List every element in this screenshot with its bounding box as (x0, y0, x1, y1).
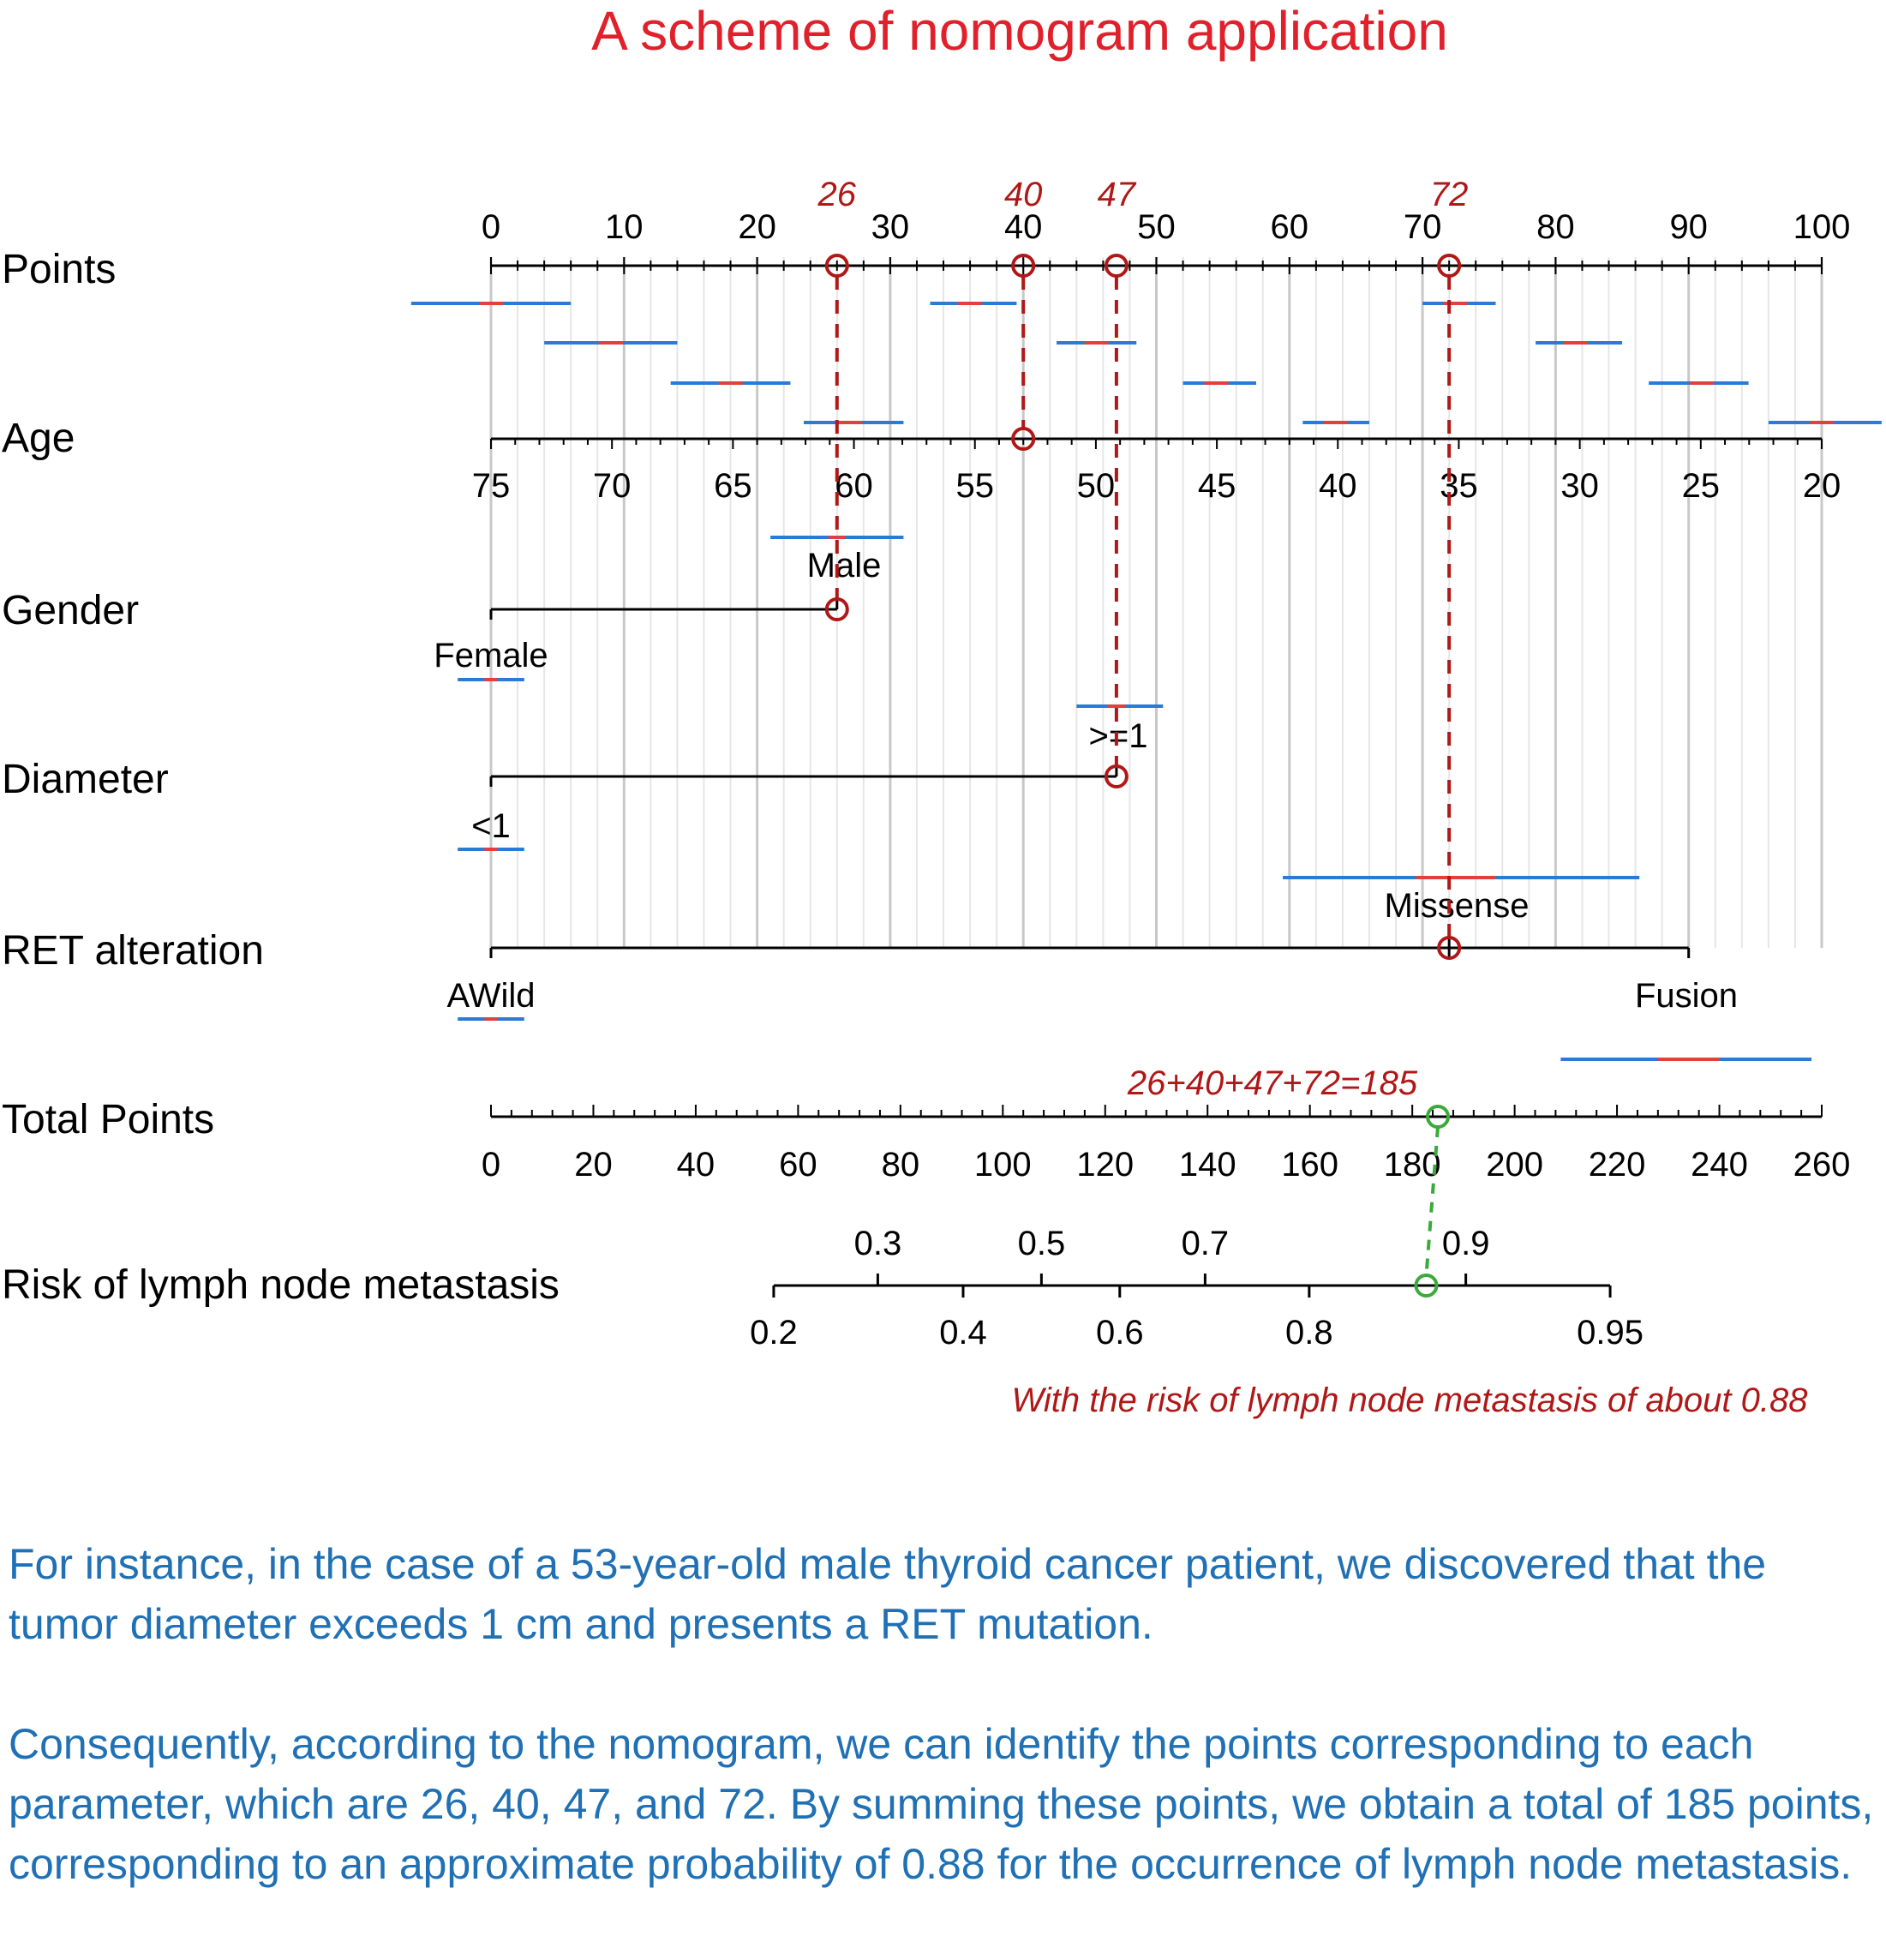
variable-value-marker (1104, 764, 1129, 788)
points-axis-tick-label: 40 (1004, 208, 1043, 246)
age-axis-tick-label: 30 (1560, 467, 1599, 505)
points-axis-tick-label: 50 (1137, 208, 1176, 246)
level-label-fusion: Fusion (1635, 977, 1738, 1015)
total-axis-tick-label: 240 (1691, 1146, 1748, 1184)
level-label-male: Male (807, 547, 882, 584)
age-axis-tick-label: 50 (1077, 467, 1116, 505)
selected-point-label: 26 (817, 176, 857, 213)
total-axis-tick-label: 200 (1486, 1146, 1543, 1184)
points-axis-tick-label: 80 (1536, 208, 1575, 246)
points-axis-tick-label: 60 (1271, 208, 1309, 246)
row-label-gender: Gender (2, 588, 139, 633)
description-paragraph-2: Consequently, according to the nomogram,… (9, 1720, 1874, 1888)
total-axis-tick-label: 40 (677, 1146, 715, 1184)
row-label-ret-alteration: RET alteration (2, 928, 264, 974)
level-label-missense: Missense (1385, 887, 1530, 925)
chart-title: A scheme of nomogram application (591, 0, 1448, 62)
total-axis-tick-label: 60 (779, 1146, 817, 1184)
risk-axis-tick-label: 0.6 (1096, 1314, 1144, 1352)
total-to-risk-connector (1424, 1126, 1440, 1276)
age-axis-tick-label: 20 (1803, 467, 1841, 505)
gridline-group (489, 257, 1823, 948)
variable-value-marker (1011, 427, 1036, 451)
age-axis-tick-label: 55 (955, 467, 994, 505)
nomogram-chart: A scheme of nomogram application Points … (2, 0, 1882, 1419)
points-axis-tick-label: 10 (605, 208, 644, 246)
row-label-points: Points (2, 247, 116, 292)
total-axis-tick-label: 180 (1384, 1146, 1441, 1184)
points-axis-tick-label: 100 (1793, 208, 1851, 246)
total-axis-tick-label: 80 (882, 1146, 920, 1184)
row-label-diameter: Diameter (2, 757, 169, 802)
age-axis-tick-label: 65 (714, 467, 752, 505)
total-axis-tick-label: 140 (1179, 1146, 1236, 1184)
row-label-age: Age (2, 416, 75, 461)
risk-axis-tick-label: 0.2 (750, 1314, 798, 1352)
total-axis-tick-label: 100 (974, 1146, 1032, 1184)
selected-point-label: 47 (1098, 176, 1137, 213)
total-axis-tick-label: 0 (482, 1146, 500, 1184)
risk-marker (1414, 1274, 1439, 1298)
total-axis-tick-label: 220 (1589, 1146, 1646, 1184)
level-label-female: Female (434, 637, 548, 674)
risk-axis-tick-label: 0.7 (1182, 1225, 1230, 1262)
level-label-diameter-lt1: <1 (471, 807, 511, 845)
variable-value-marker (824, 597, 849, 621)
age-axis-tick-label: 60 (835, 467, 873, 505)
sum-annotation: 26+40+47+72=185 (1127, 1064, 1418, 1102)
points-axis-tick-label: 0 (482, 208, 500, 246)
level-label-diameter-ge1: >=1 (1089, 717, 1148, 755)
age-axis-tick-label: 70 (593, 467, 632, 505)
age-axis-tick-label: 40 (1319, 467, 1357, 505)
description-paragraph-1: For instance, in the case of a 53-year-o… (9, 1540, 1767, 1648)
age-axis-tick-label: 35 (1440, 467, 1478, 505)
total-axis-tick-label: 160 (1281, 1146, 1338, 1184)
risk-axis-tick-label: 0.4 (939, 1314, 987, 1352)
risk-axis-tick-label: 0.3 (854, 1225, 902, 1262)
risk-axis-tick-label: 0.5 (1018, 1225, 1066, 1262)
total-axis-tick-label: 260 (1793, 1146, 1851, 1184)
age-axis-tick-label: 45 (1198, 467, 1236, 505)
row-label-risk: Risk of lymph node metastasis (2, 1262, 560, 1308)
age-axis-tick-label: 75 (472, 467, 511, 505)
points-axis-tick-label: 30 (871, 208, 910, 246)
risk-axis-tick-label: 0.9 (1442, 1225, 1490, 1262)
points-axis-tick-label: 70 (1404, 208, 1442, 246)
risk-note: With the risk of lymph node metastasis o… (1011, 1382, 1808, 1419)
variable-value-marker (1437, 936, 1462, 960)
total-axis-tick-label: 120 (1076, 1146, 1134, 1184)
level-label-awild: AWild (447, 977, 536, 1015)
points-axis-tick-label: 90 (1669, 208, 1708, 246)
age-axis-tick-label: 25 (1682, 467, 1721, 505)
selected-point-label: 72 (1430, 176, 1469, 213)
risk-axis-tick-label: 0.8 (1285, 1314, 1333, 1352)
risk-axis-tick-label: 0.95 (1577, 1314, 1644, 1352)
selected-point-label: 40 (1004, 176, 1043, 213)
row-label-total-points: Total Points (2, 1097, 214, 1142)
total-axis-tick-label: 20 (574, 1146, 613, 1184)
points-axis-tick-label: 20 (738, 208, 776, 246)
